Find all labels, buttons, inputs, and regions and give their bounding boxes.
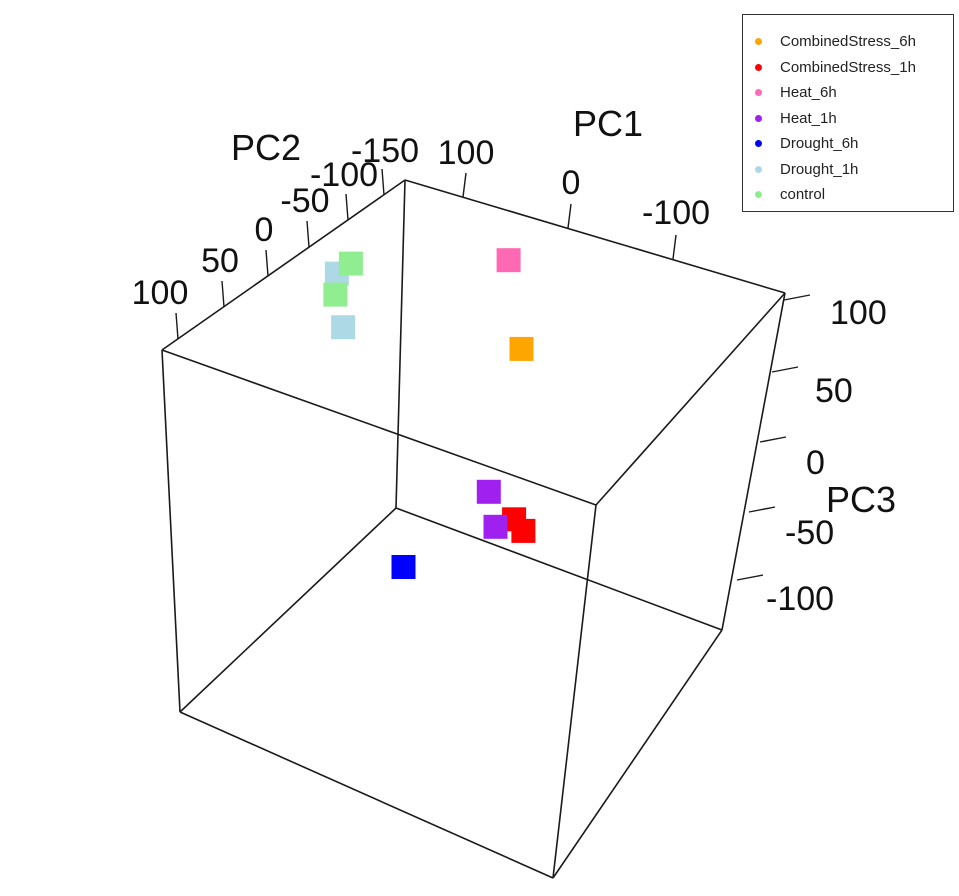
pc2-tick <box>306 220 310 248</box>
pc2-axis: 100 50 0 -50 -100 -150 PC2 <box>132 127 419 340</box>
cube-edge <box>595 292 786 506</box>
pc1-axis: 100 0 -100 PC1 <box>438 103 710 260</box>
cube-edge <box>395 507 723 631</box>
pc1-tick-label: 100 <box>438 134 495 172</box>
pc3-tick-label: 50 <box>815 372 853 410</box>
cube-edge <box>552 504 597 879</box>
legend-marker <box>755 140 762 148</box>
pc3-tick-label: 0 <box>806 444 825 482</box>
legend-label: Drought_6h <box>780 135 859 153</box>
legend-marker <box>755 191 762 199</box>
legend-label: CombinedStress_1h <box>780 58 916 76</box>
pc1-tick-label: 0 <box>562 164 581 202</box>
legend-marker <box>755 89 762 97</box>
legend-marker <box>755 63 762 71</box>
legend-label: CombinedStress_6h <box>780 33 916 51</box>
cube-frame <box>161 179 786 879</box>
pc3-tick-label: -100 <box>766 580 834 618</box>
pc3-tick <box>771 366 799 373</box>
pc1-tick <box>567 203 572 229</box>
pc3-tick <box>783 294 811 301</box>
pc3-tick <box>759 436 787 443</box>
point-heat-1h-1 <box>476 479 501 504</box>
legend-item: CombinedStress_6h <box>755 29 953 55</box>
cube-edge <box>395 179 406 509</box>
pc3-axis-title: PC3 <box>826 479 896 520</box>
pc2-tick-label: -100 <box>310 156 378 194</box>
data-points <box>323 248 536 579</box>
cube-edge <box>179 711 554 879</box>
pc1-axis-title: PC1 <box>573 103 643 144</box>
pc2-tick-label: 50 <box>201 242 239 280</box>
pc1-tick <box>462 172 467 198</box>
legend-item: CombinedStress_1h <box>755 55 953 81</box>
cube-edge <box>179 507 397 713</box>
pc2-tick-label: 100 <box>132 274 189 312</box>
pc2-tick-label: -50 <box>280 182 329 220</box>
point-combinedstress-6h-1 <box>509 336 534 361</box>
point-combinedstress-1h-2 <box>511 518 536 543</box>
legend-item: control <box>755 182 953 208</box>
legend-marker <box>755 114 762 122</box>
point-heat-6h-1 <box>496 248 521 273</box>
point-drought-6h-1 <box>391 555 416 579</box>
point-control-2 <box>323 282 348 307</box>
cube-edge <box>721 292 786 631</box>
pc2-tick <box>175 312 179 340</box>
legend-item: Heat_1h <box>755 106 953 132</box>
pc2-tick-label: 0 <box>255 211 274 249</box>
pc2-tick <box>265 249 269 277</box>
pc2-tick <box>345 193 349 221</box>
point-drought-1h-2 <box>331 315 356 340</box>
cube-edge <box>161 349 597 506</box>
legend-label: Heat_1h <box>780 109 837 127</box>
point-heat-1h-2 <box>483 514 508 539</box>
pc2-axis-title: PC2 <box>231 127 301 168</box>
legend-label: Heat_6h <box>780 84 837 102</box>
pc2-tick-label: -150 <box>351 132 419 170</box>
pc3-tick <box>748 506 776 513</box>
pc3-tick <box>736 574 764 581</box>
cube-edge <box>552 629 723 879</box>
legend-item: Drought_1h <box>755 157 953 183</box>
cube-edge <box>161 349 181 713</box>
cube-edge <box>404 179 786 294</box>
pc3-axis: 100 50 0 -50 -100 PC3 <box>736 294 896 618</box>
legend-label: Drought_1h <box>780 160 859 178</box>
legend-item: Heat_6h <box>755 80 953 106</box>
pc2-tick <box>221 280 225 308</box>
cube-edge <box>161 179 406 351</box>
pc1-tick <box>672 234 677 260</box>
legend-marker <box>755 165 762 173</box>
legend-item: Drought_6h <box>755 131 953 157</box>
pc3-tick-label: -50 <box>785 514 834 552</box>
legend-label: control <box>780 186 826 204</box>
legend: CombinedStress_6h CombinedStress_1h Heat_6… <box>742 14 954 212</box>
legend-marker <box>755 38 762 46</box>
pc2-tick <box>381 168 385 196</box>
pc3-tick-label: 100 <box>830 294 887 332</box>
point-control-1 <box>338 251 363 276</box>
pc1-tick-label: -100 <box>642 194 710 232</box>
